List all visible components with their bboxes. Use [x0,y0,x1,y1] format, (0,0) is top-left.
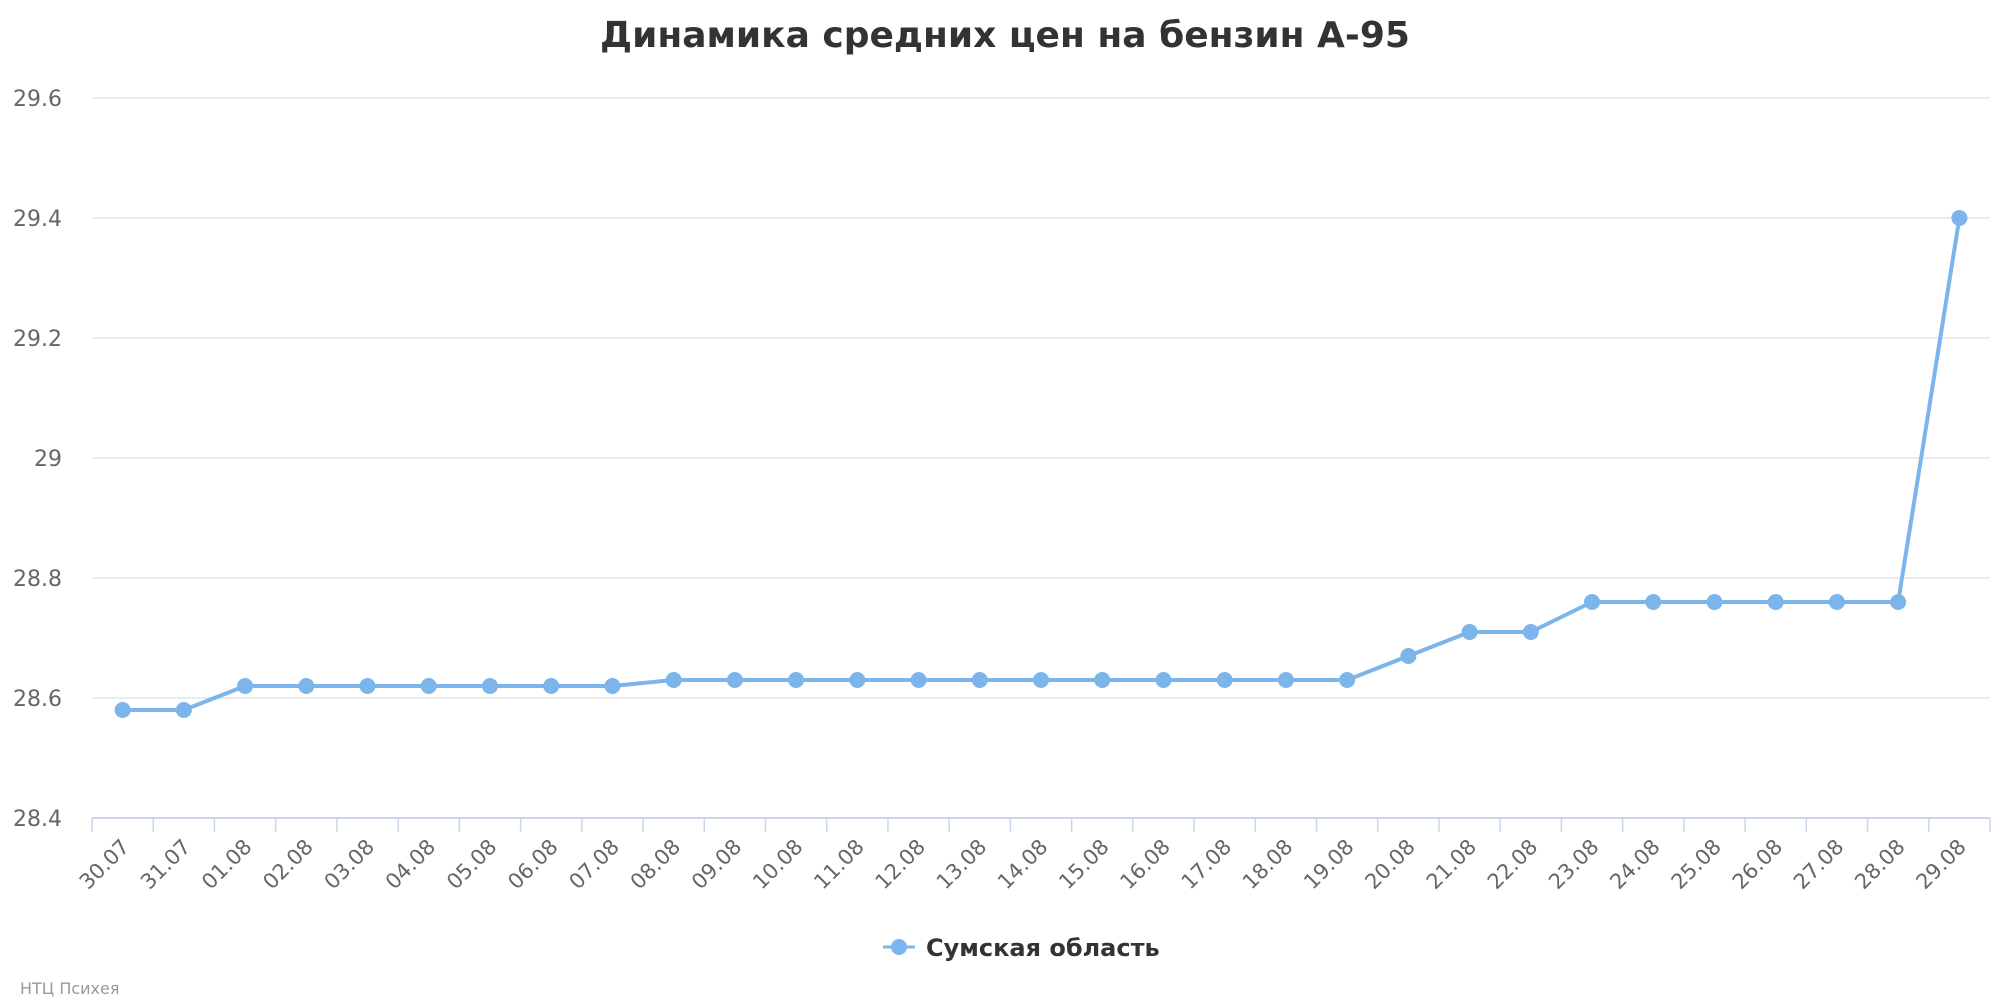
x-tick-label: 09.08 [687,835,746,894]
x-tick-label: 28.08 [1850,835,1909,894]
x-tick-label: 21.08 [1422,835,1481,894]
data-point [175,702,192,718]
data-point [1155,672,1172,688]
data-point [359,678,376,694]
data-point [726,672,743,688]
x-tick-label: 02.08 [258,835,317,894]
x-tick-label: 20.08 [1360,835,1419,894]
series-line [120,216,1962,712]
x-tick-label: 13.08 [932,835,991,894]
x-tick-label: 19.08 [1299,835,1358,894]
legend-item-label: Сумская область [926,934,1160,962]
x-tick-label: 18.08 [1238,835,1297,894]
data-point [481,678,498,694]
series-layer [114,210,1968,718]
data-point [1706,594,1723,610]
x-tick-label: 27.08 [1789,835,1848,894]
data-point [420,678,437,694]
data-point [237,678,254,694]
data-point [1645,594,1662,610]
legend-marker-icon [891,939,907,955]
credits-text: НТЦ Психея [20,979,119,998]
data-point [1033,672,1049,688]
data-point [1216,672,1233,688]
x-tick-label: 25.08 [1667,835,1726,894]
x-tick-label: 06.08 [503,835,562,894]
x-tick-label: 16.08 [1116,835,1175,894]
data-point [1767,594,1784,610]
data-point [298,678,315,694]
x-tick-label: 04.08 [381,835,440,894]
y-tick-label: 28.6 [13,687,62,712]
data-point [114,702,131,718]
chart-title: Динамика средних цен на бензин А-95 [600,15,1410,56]
data-point [543,678,560,694]
data-point [971,672,988,688]
data-point [1828,594,1845,610]
x-tick-label: 17.08 [1177,835,1236,894]
data-point [910,672,927,688]
x-tick-label: 08.08 [626,835,685,894]
grid-lines [92,97,1990,699]
data-point [604,678,621,694]
x-tick-label: 14.08 [993,835,1052,894]
x-tick-label: 23.08 [1544,835,1603,894]
y-tick-label: 29.6 [13,87,62,112]
x-tick-label: 11.08 [809,835,868,894]
x-tick-label: 10.08 [748,835,807,894]
data-point [1890,594,1907,610]
x-tick-label: 22.08 [1483,835,1542,894]
y-axis: 28.4 28.6 28.8 29 29.2 29.4 29.6 [13,87,62,832]
data-point [1461,624,1478,640]
x-tick-label: 05.08 [442,835,501,894]
x-tick-label: 01.08 [197,835,256,894]
x-tick-label: 15.08 [1054,835,1113,894]
data-point [1584,594,1601,610]
x-tick-label: 29.08 [1911,835,1970,894]
data-point [665,672,682,688]
data-point [1951,210,1968,226]
y-tick-label: 29.2 [13,327,62,352]
data-point [1339,672,1356,688]
x-tick-label: 07.08 [564,835,623,894]
y-tick-label: 28.8 [13,567,62,592]
x-tick-label: 24.08 [1605,835,1664,894]
x-tick-label: 31.07 [136,835,195,894]
y-tick-label: 29.4 [13,207,62,232]
x-tick-label: 26.08 [1728,835,1787,894]
data-point [1522,624,1539,640]
x-tick-label: 03.08 [320,835,379,894]
x-tick-label: 30.07 [75,835,134,894]
x-tick-label: 12.08 [871,835,930,894]
data-point [1094,672,1111,688]
data-point [849,672,866,688]
data-point [1400,648,1417,664]
y-tick-label: 28.4 [13,807,62,832]
data-point [788,672,805,688]
y-tick-label: 29 [34,447,62,472]
x-axis: 30.07 31.07 01.08 02.08 03.08 04.08 05.08 06.08… [75,817,1991,894]
legend[interactable]: Сумская область [883,934,1160,962]
data-point [1277,672,1294,688]
